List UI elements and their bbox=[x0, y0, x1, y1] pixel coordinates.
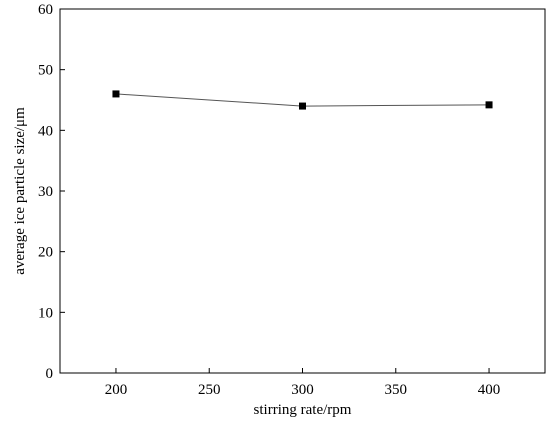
data-point-400 bbox=[485, 101, 493, 109]
data-point-300 bbox=[299, 102, 306, 110]
x-tick-label: 350 bbox=[385, 382, 408, 398]
plot-area-frame bbox=[59, 8, 546, 374]
y-tick-label: 40 bbox=[38, 123, 53, 139]
y-axis-title: average ice particle size/μm bbox=[12, 107, 28, 275]
x-axis-title: stirring rate/rpm bbox=[254, 402, 352, 418]
x-tick-label: 300 bbox=[291, 382, 314, 398]
series-layer bbox=[112, 90, 493, 110]
axis-ticks bbox=[60, 8, 490, 374]
y-tick-label: 0 bbox=[46, 366, 54, 382]
y-tick-label: 10 bbox=[38, 305, 53, 321]
y-tick-label: 50 bbox=[38, 63, 53, 79]
y-tick-label: 20 bbox=[38, 245, 53, 261]
x-tick-label: 400 bbox=[478, 382, 501, 398]
y-tick-label: 30 bbox=[38, 184, 53, 200]
x-tick-label: 250 bbox=[198, 382, 221, 398]
x-tick-label: 200 bbox=[105, 382, 128, 398]
tick-labels: 200 250 300 350 400 0 10 20 30 40 50 60 bbox=[38, 2, 500, 398]
y-tick-label: 60 bbox=[38, 2, 53, 18]
data-point-200 bbox=[112, 90, 120, 98]
